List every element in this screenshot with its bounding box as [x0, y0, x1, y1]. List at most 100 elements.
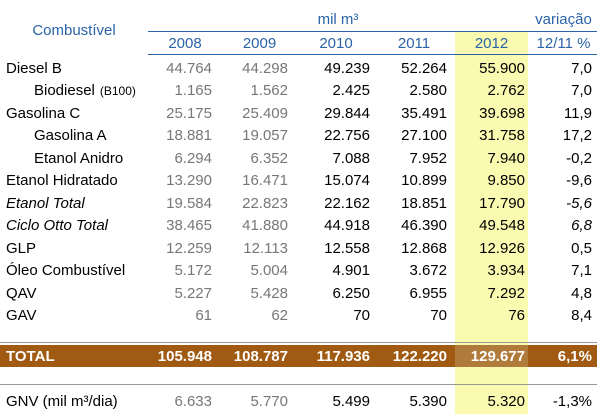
table-cell: 35.491 — [401, 104, 447, 122]
table-cell: 12.113 — [243, 239, 288, 257]
table-cell: 5.004 — [250, 262, 288, 279]
table-cell: 3.672 — [409, 262, 447, 279]
table-cell: 18.881 — [166, 127, 212, 144]
table-cell: 2.762 — [487, 82, 525, 99]
gnv-cell: 5.499 — [332, 392, 370, 410]
header-year: 2009 — [242, 34, 277, 52]
variation-cell: 8,4 — [571, 307, 592, 324]
row-label-text: GLP — [6, 239, 37, 257]
total-variation: 6,1% — [557, 347, 592, 365]
table-cell: 6.294 — [174, 149, 212, 167]
row-label-text: Diesel B — [6, 59, 62, 77]
variation-cell: 6,8 — [571, 217, 592, 234]
variation-cell: 17,2 — [562, 127, 592, 144]
row-label: GAV — [6, 305, 37, 327]
variation-cell: -5,6 — [566, 194, 592, 212]
gnv-cell: 5.770 — [250, 392, 288, 410]
header-variation: variação — [535, 10, 592, 28]
gnv-cell: 5.320 — [487, 392, 525, 410]
table-cell: 16.471 — [242, 172, 288, 189]
header-unit: mil m³ — [317, 10, 359, 28]
table-row: Etanol Anidro 6.294 6.352 7.088 7.952 7.940 -0… — [0, 147, 597, 169]
row-label-text: Etanol Total — [6, 194, 85, 212]
table-cell: 17.790 — [479, 194, 525, 212]
table-row: Óleo Combustível 5.172 5.004 4.901 3.672 3.93… — [0, 260, 597, 282]
table-row: Gasolina A 18.881 19.057 22.756 27.100 31.758… — [0, 125, 597, 147]
header-year: 2011 — [397, 34, 431, 52]
gnv-separator — [0, 384, 597, 385]
table-cell: 7.952 — [409, 149, 447, 167]
table-cell: 55.900 — [479, 59, 525, 77]
table-cell: 44.918 — [324, 217, 370, 234]
table-cell: 12.868 — [401, 239, 447, 257]
row-label: Óleo Combustível — [6, 260, 125, 282]
row-label: QAV — [6, 282, 37, 304]
variation-cell: 7,1 — [571, 262, 592, 279]
table-cell: 18.851 — [401, 194, 447, 212]
table-cell: 5.227 — [174, 284, 212, 302]
table-cell: 5.428 — [250, 284, 288, 302]
table-cell: 41.880 — [242, 217, 288, 234]
gnv-label: GNV (mil m³/dia) — [6, 392, 118, 410]
table-cell: 6.250 — [332, 284, 370, 302]
row-label-text: QAV — [6, 284, 37, 302]
row-label-text: Biodiesel — [34, 82, 95, 99]
table-row: Biodiesel (B100) 1.165 1.562 2.425 2.580 2.762… — [0, 80, 597, 102]
table-cell: 44.298 — [242, 59, 288, 77]
header-combustivel: Combustível — [32, 21, 116, 39]
table-cell: 52.264 — [401, 59, 447, 77]
row-label: Ciclo Otto Total — [6, 215, 108, 237]
table-row: Diesel B 44.764 44.298 49.239 52.264 55.900 7,… — [0, 57, 597, 79]
total-row: TOTAL — [0, 345, 597, 367]
row-label-text: Etanol Anidro — [34, 149, 124, 167]
table-cell: 10.899 — [401, 172, 447, 189]
table-cell: 6.352 — [250, 149, 288, 167]
table-cell: 46.390 — [401, 217, 447, 234]
table-cell: 27.100 — [401, 127, 447, 144]
row-label-text: Ciclo Otto Total — [6, 217, 108, 234]
variation-cell: 4,8 — [571, 284, 592, 302]
table-cell: 2.425 — [332, 82, 370, 99]
row-label: Etanol Anidro — [34, 147, 123, 169]
table-cell: 70 — [353, 307, 370, 324]
table-row: Etanol Total 19.584 22.823 22.162 18.851 17.7… — [0, 192, 597, 214]
highlight-column-2012 — [455, 32, 528, 345]
table-cell: 70 — [430, 307, 447, 324]
row-label-text: Gasolina C — [6, 104, 81, 122]
gnv-row: GNV (mil m³/dia) 6.633 5.770 5.499 5.390… — [0, 390, 597, 412]
total-cell: 122.220 — [392, 347, 447, 365]
table-row: QAV 5.227 5.428 6.250 6.955 7.292 4,8 — [0, 282, 597, 304]
table-cell: 44.764 — [166, 59, 212, 77]
table-cell: 4.901 — [332, 262, 370, 279]
table-cell: 6.955 — [409, 284, 447, 302]
table-cell: 19.584 — [166, 194, 212, 212]
total-values: 105.948 108.787 117.936 122.220 129.677 … — [0, 345, 597, 367]
total-label: TOTAL — [6, 347, 55, 365]
total-highlight — [455, 345, 528, 367]
table-cell: 2.580 — [409, 82, 447, 99]
row-label-text: Gasolina A — [34, 127, 107, 144]
table-cell: 25.409 — [242, 104, 288, 122]
table-cell: 49.239 — [324, 59, 370, 77]
variation-cell: 0,5 — [571, 239, 592, 257]
row-label-note: (B100) — [99, 83, 136, 98]
variation-cell: 7,0 — [571, 59, 592, 77]
row-label: Etanol Hidratado — [6, 170, 118, 192]
header-year: 2010 — [319, 34, 353, 52]
header-year: 2012 — [474, 34, 509, 52]
table-row: GLP 12.259 12.113 12.558 12.868 12.926 0,5 — [0, 237, 597, 259]
table-cell: 15.074 — [324, 172, 370, 189]
gnv-cell: 6.633 — [174, 392, 212, 410]
variation-cell: 11,9 — [563, 104, 592, 122]
table-cell: 7.088 — [332, 149, 370, 167]
table-row: GAV 61 62 70 70 76 8,4 — [0, 305, 597, 327]
row-label: Gasolina C — [6, 102, 80, 124]
table-cell: 13.290 — [166, 172, 212, 189]
total-cell: 129.677 — [470, 347, 525, 365]
gnv-variation: -1,3% — [552, 392, 592, 410]
table-cell: 3.934 — [487, 262, 525, 279]
table-cell: 9.850 — [487, 172, 525, 189]
row-label: Biodiesel (B100) — [34, 80, 136, 102]
table-row: Ciclo Otto Total 38.465 41.880 44.918 46.390… — [0, 215, 597, 237]
